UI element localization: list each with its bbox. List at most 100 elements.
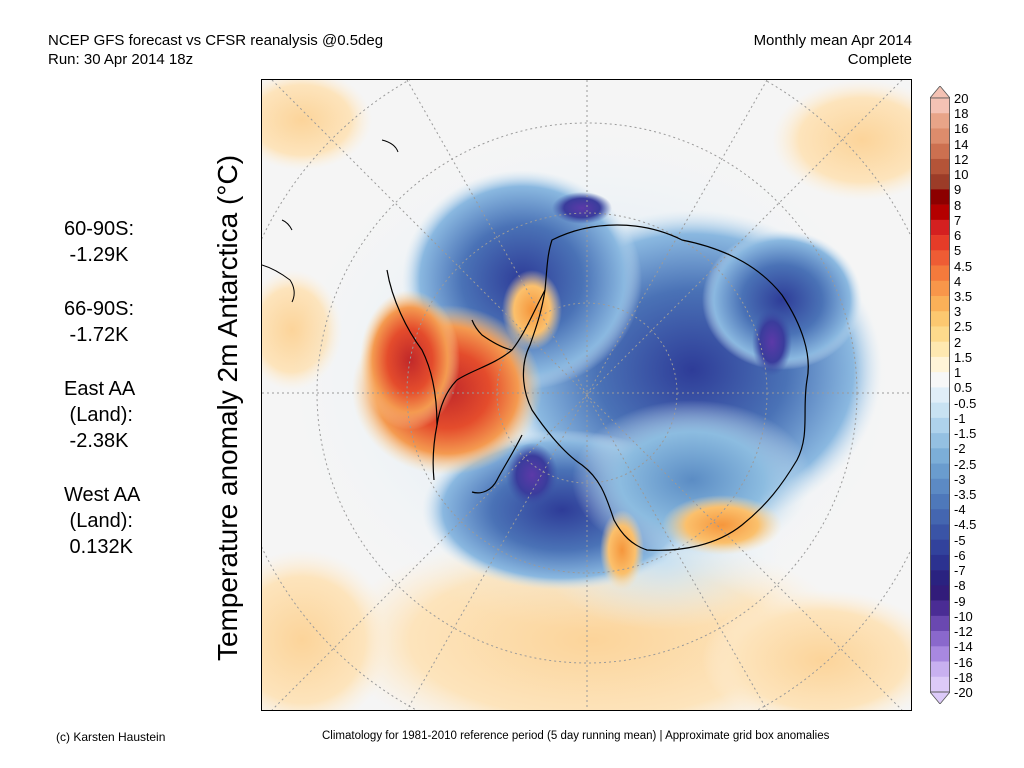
colorbar-swatch <box>930 494 950 510</box>
colorbar-swatch <box>930 250 950 266</box>
colorbar-top-arrow <box>930 86 950 99</box>
stat-label: 60-90S: <box>64 218 135 240</box>
colorbar-swatch <box>930 570 950 586</box>
colorbar-swatch <box>930 387 950 403</box>
colorbar-bottom-arrow <box>930 691 950 704</box>
colorbar-tick-label: -4.5 <box>954 517 977 533</box>
stat-value: -2.38K <box>64 430 129 452</box>
regional-stats: 60-90S: -1.29K 66-90S: -1.72K East AA (L… <box>64 216 140 588</box>
y-axis-label: Temperature anomaly 2m Antarctica (°C) <box>212 154 243 662</box>
colorbar-swatch <box>930 326 950 342</box>
colorbar-swatch <box>930 204 950 221</box>
colorbar-tick-label: 0.5 <box>954 380 973 396</box>
colorbar <box>930 86 950 704</box>
colorbar-tick-label: -12 <box>954 624 973 640</box>
stat-label: East AA (Land): <box>64 378 136 426</box>
colorbar-tick-label: 2 <box>954 334 962 350</box>
south-america-coast <box>262 139 399 303</box>
colorbar-tick-label: 10 <box>954 167 969 183</box>
colorbar-tick-label: -3 <box>954 471 966 487</box>
colorbar-tick-label: -2.5 <box>954 456 977 472</box>
colorbar-swatch <box>930 433 950 449</box>
colorbar-tick-label: -0.5 <box>954 395 977 411</box>
run-time: Run: 30 Apr 2014 18z <box>48 51 194 68</box>
chart-header-right: Monthly mean Apr 2014 Complete <box>754 31 912 69</box>
colorbar-swatch <box>930 158 950 175</box>
polar-map-svg <box>262 80 911 710</box>
colorbar-tick-label: 4.5 <box>954 258 973 274</box>
colorbar-swatch <box>930 219 950 236</box>
colorbar-svg <box>930 86 950 704</box>
climatology-note: Climatology for 1981-2010 reference peri… <box>322 730 830 742</box>
model-title: NCEP GFS forecast vs CFSR reanalysis @0.… <box>48 32 384 49</box>
colorbar-swatch <box>930 676 950 693</box>
coastline <box>386 224 809 551</box>
chart-header-left: NCEP GFS forecast vs CFSR reanalysis @0.… <box>48 31 383 69</box>
colorbar-tick-label: -7 <box>954 563 966 579</box>
stat-east-aa: East AA (Land): -2.38K <box>64 376 140 454</box>
colorbar-tick-label: -2 <box>954 441 966 457</box>
colorbar-tick-label: -10 <box>954 608 973 624</box>
colorbar-swatch <box>930 311 950 327</box>
colorbar-tick-label: 9 <box>954 182 962 198</box>
colorbar-swatch <box>930 585 950 601</box>
colorbar-tick-label: -1.5 <box>954 426 977 442</box>
colorbar-tick-label: -20 <box>954 685 973 700</box>
colorbar-swatch <box>930 402 950 419</box>
map-grid <box>262 80 911 710</box>
colorbar-swatch <box>930 280 950 297</box>
colorbar-swatch <box>930 631 950 647</box>
colorbar-swatch <box>930 524 950 540</box>
colorbar-swatch <box>930 235 950 251</box>
colorbar-tick-label: 16 <box>954 121 969 137</box>
colorbar-tick-label: -14 <box>954 639 973 655</box>
colorbar-tick-label: -5 <box>954 532 966 548</box>
stat-west-aa: West AA (Land): 0.132K <box>64 482 140 560</box>
colorbar-swatch <box>930 478 950 495</box>
colorbar-swatch <box>930 296 950 312</box>
colorbar-tick-label: -18 <box>954 669 973 685</box>
colorbar-swatch <box>930 615 950 632</box>
colorbar-tick-label: 20 <box>954 91 969 106</box>
colorbar-swatch <box>930 463 950 480</box>
colorbar-tick-label: -8 <box>954 578 966 594</box>
colorbar-swatch <box>930 646 950 662</box>
colorbar-tick-label: -4 <box>954 502 966 518</box>
colorbar-swatch <box>930 356 950 373</box>
colorbar-tick-label: 3 <box>954 304 962 320</box>
anomaly-map <box>261 79 912 711</box>
colorbar-tick-label: 14 <box>954 136 969 152</box>
colorbar-tick-label: -9 <box>954 593 966 609</box>
colorbar-tick-label: 6 <box>954 228 962 244</box>
colorbar-swatch <box>930 661 950 678</box>
colorbar-swatch <box>930 128 950 144</box>
stat-60-90s: 60-90S: -1.29K <box>64 216 140 268</box>
colorbar-tick-label: -3.5 <box>954 487 977 502</box>
colorbar-tick-label: 1.5 <box>954 349 973 365</box>
colorbar-tick-label: 5 <box>954 243 962 259</box>
colorbar-swatch <box>930 448 950 464</box>
colorbar-swatch <box>930 509 950 525</box>
stat-value: 0.132K <box>64 536 133 558</box>
colorbar-swatch <box>930 98 950 114</box>
colorbar-tick-label: 7 <box>954 212 962 228</box>
period-status: Complete <box>847 51 912 68</box>
colorbar-tick-label: 3.5 <box>954 289 973 304</box>
colorbar-swatch <box>930 189 950 205</box>
colorbar-swatch <box>930 113 950 129</box>
colorbar-swatch <box>930 539 950 556</box>
stat-label: West AA (Land): <box>64 484 141 532</box>
colorbar-tick-label: 2.5 <box>954 319 973 335</box>
colorbar-tick-label: 1 <box>954 365 962 381</box>
colorbar-tick-label: 12 <box>954 151 969 167</box>
colorbar-tick-label: -6 <box>954 547 966 563</box>
colorbar-swatch <box>930 143 950 160</box>
colorbar-tick-label: -16 <box>954 654 973 670</box>
stat-label: 66-90S: <box>64 298 135 320</box>
stat-66-90s: 66-90S: -1.72K <box>64 296 140 348</box>
colorbar-tick-label: 4 <box>954 273 962 289</box>
colorbar-swatch <box>930 265 950 282</box>
period-title: Monthly mean Apr 2014 <box>753 32 912 49</box>
credit-text: (c) Karsten Haustein <box>56 730 166 744</box>
colorbar-tick-label: 18 <box>954 106 969 122</box>
